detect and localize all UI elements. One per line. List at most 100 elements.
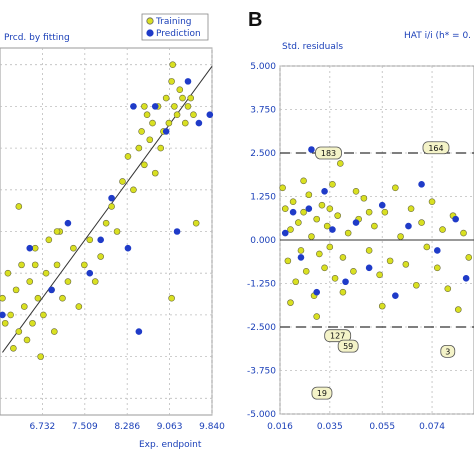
- panel-b-training-point: [308, 233, 315, 240]
- panel-a-training-point: [12, 286, 20, 294]
- panel-a-training-point: [23, 336, 31, 344]
- panel-b-training-point: [313, 215, 321, 223]
- panel-a-training-point: [168, 78, 175, 85]
- panel-b-prediction-point: [313, 288, 321, 296]
- panel-b-prediction-point: [342, 278, 349, 286]
- panel-a-x-tick-label: 9.063: [157, 422, 183, 432]
- panel-a-training-point: [4, 269, 12, 277]
- panel-b-training-point: [295, 219, 302, 226]
- panel-b-training-point: [376, 271, 383, 279]
- panel-b-training-point: [402, 261, 410, 268]
- panel-a-prediction-point: [206, 111, 214, 119]
- panel-a-legend: Training Prediction: [141, 13, 209, 41]
- panel-a-prediction-point: [130, 103, 137, 110]
- panel-a-training-point: [102, 219, 110, 227]
- panel-a-training-point: [108, 203, 115, 210]
- panel-a-training-point: [45, 236, 53, 244]
- panel-a-training-point: [165, 119, 173, 127]
- panel-b-y-tick-label: 1.250: [250, 193, 276, 203]
- point-label-text: 183: [321, 149, 336, 158]
- panel-a-training-point: [75, 303, 83, 310]
- panel-b-prediction-point: [418, 181, 425, 188]
- panel-a-training-point: [91, 278, 99, 285]
- panel-b-training-point: [423, 243, 431, 251]
- point-label-box: [324, 329, 352, 343]
- panel-b-corner-label: HAT i/i (h* = 0.: [404, 31, 471, 41]
- panel-b-point-label: 59: [337, 339, 359, 353]
- panel-a-training-point: [138, 128, 145, 135]
- panel-a-training-point: [18, 261, 25, 269]
- panel-b-y-tick-label: -5.000: [247, 410, 276, 420]
- panel-a-training-point: [157, 144, 165, 152]
- panel-b-training-point: [297, 247, 305, 254]
- panel-b-point-label: 19: [311, 386, 333, 400]
- panel-b-training-point: [339, 254, 347, 261]
- point-label-box: [311, 386, 333, 400]
- panel-a-training-point: [20, 303, 28, 310]
- panel-b-training-point: [292, 278, 300, 286]
- panel-a-training-point: [42, 269, 50, 277]
- panel-b-training-point: [392, 184, 399, 192]
- panel-b-training-point: [360, 194, 368, 202]
- panel-a-training-point: [64, 278, 72, 285]
- panel-b-y-tick-label: -1.250: [247, 280, 276, 290]
- panel-a-prediction-point: [26, 244, 34, 252]
- panel-a-training-point: [70, 244, 77, 252]
- legend-box: [141, 13, 209, 41]
- panel-a-training-point: [181, 119, 189, 127]
- panel-b-prediction-point: [378, 201, 386, 209]
- panel-b-training-point: [281, 205, 289, 212]
- panel-a-training-point: [179, 94, 186, 102]
- panel-b-training-point: [350, 268, 357, 275]
- panel-a-ylabel: Prcd. by fitting: [4, 33, 70, 43]
- panel-a-training-point: [7, 311, 14, 319]
- panel-b-training-point: [300, 177, 307, 185]
- panel-a-training-point: [141, 161, 148, 169]
- panel-b-y-tick-label: 0.000: [250, 236, 276, 246]
- panel-b-training-point: [321, 264, 328, 272]
- panel-a-training-point: [173, 111, 181, 119]
- panel-b-training-point: [329, 181, 336, 188]
- panel-b-training-point: [287, 299, 294, 306]
- panel-b-x-tick-label: 0.074: [419, 422, 445, 432]
- panel-a-training-point: [149, 119, 156, 127]
- panel-b-y-tick-label: -2.500: [247, 323, 276, 333]
- panel-a-training-point: [169, 61, 177, 68]
- panel-b-prediction-point: [308, 146, 315, 153]
- panel-a-prediction-point: [97, 236, 104, 244]
- panel-b-point-label: 127: [324, 329, 352, 343]
- panel-b-training-point: [284, 257, 292, 265]
- point-label-text: 19: [317, 389, 327, 398]
- panel-b-prediction-point: [281, 229, 289, 237]
- panel-a-training-point: [143, 111, 151, 119]
- panel-b-prediction-point: [329, 226, 336, 233]
- panel-a-training-point: [176, 86, 184, 94]
- panel-a-training-point: [141, 103, 148, 110]
- panel-b-training-point: [334, 212, 341, 219]
- panel-b-ylabel: Std. residuals: [282, 42, 343, 52]
- legend-training-label: Training: [155, 17, 192, 27]
- panel-b-training-point: [339, 288, 347, 296]
- panel-a-training-point: [0, 294, 6, 302]
- panel-b-prediction-point: [405, 222, 412, 230]
- panel-b-training-point: [365, 247, 373, 254]
- panel-b-training-point: [386, 257, 394, 265]
- panel-a-prediction-point: [124, 244, 132, 252]
- panel-a-training-point: [31, 244, 39, 252]
- panel-b-training-point: [371, 222, 378, 230]
- panel-b-training-point: [300, 208, 307, 216]
- panel-b-point-label: 3: [440, 344, 456, 358]
- panel-a-training-point: [34, 294, 42, 302]
- panel-a-training-point: [171, 103, 178, 110]
- panel-a-prediction-point: [184, 78, 192, 85]
- panel-a-prediction-point: [151, 103, 159, 110]
- point-label-box: [337, 339, 359, 353]
- point-label-box: [440, 344, 456, 358]
- point-label-text: 127: [330, 332, 345, 341]
- panel-a-training-point: [151, 169, 159, 177]
- panel-b-prediction-point: [305, 205, 313, 212]
- panel-a-training-point: [97, 253, 104, 260]
- panel-b-training-point: [465, 254, 473, 261]
